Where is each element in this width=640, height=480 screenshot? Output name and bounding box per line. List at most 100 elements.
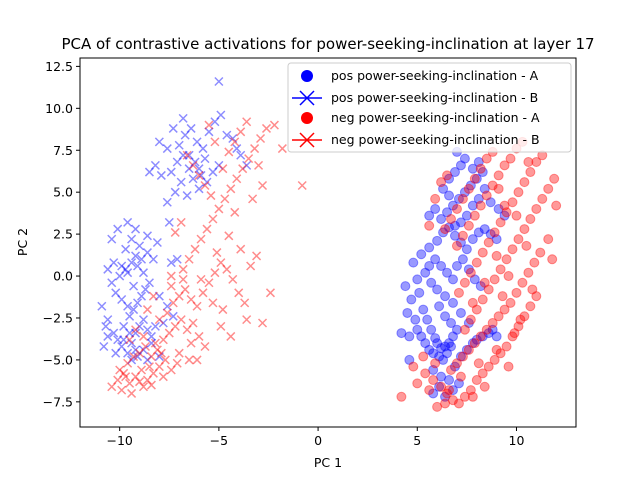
scatter-point bbox=[146, 352, 156, 362]
scatter-point bbox=[129, 281, 139, 291]
scatter-point bbox=[515, 314, 526, 325]
scatter-point bbox=[226, 331, 236, 341]
scatter-point bbox=[444, 190, 455, 201]
scatter-point bbox=[103, 264, 113, 274]
scatter-point bbox=[131, 224, 141, 234]
scatter-point bbox=[525, 167, 536, 178]
scatter-point bbox=[133, 298, 143, 308]
scatter-point bbox=[140, 341, 151, 352]
scatter-point bbox=[138, 331, 149, 341]
scatter-point bbox=[166, 258, 176, 268]
y-tick-label: 10.0 bbox=[45, 101, 73, 116]
scatter-point bbox=[537, 193, 548, 204]
scatter-point bbox=[178, 274, 188, 284]
scatter-point bbox=[459, 277, 470, 288]
scatter-point bbox=[444, 385, 455, 396]
scatter-point bbox=[467, 297, 478, 308]
scatter-point bbox=[127, 355, 137, 365]
scatter-point bbox=[444, 375, 455, 386]
plot-frame bbox=[79, 57, 577, 428]
scatter-point bbox=[489, 354, 500, 365]
scatter-point bbox=[182, 325, 192, 335]
scatter-point bbox=[131, 372, 141, 382]
scatter-point bbox=[531, 203, 542, 214]
scatter-point bbox=[121, 372, 131, 382]
scatter-point bbox=[447, 297, 458, 308]
scatter-point bbox=[162, 197, 172, 207]
scatter-point bbox=[129, 305, 139, 315]
scatter-point bbox=[455, 217, 466, 228]
scatter-point bbox=[148, 368, 158, 378]
scatter-point bbox=[206, 191, 216, 201]
scatter-point bbox=[204, 120, 214, 130]
scatter-point bbox=[244, 154, 254, 164]
legend-marker-neg-a bbox=[301, 112, 313, 124]
scatter-point bbox=[254, 160, 264, 170]
scatter-point bbox=[150, 338, 160, 348]
scatter-point bbox=[240, 298, 250, 308]
scatter-point bbox=[174, 291, 184, 301]
scatter-point bbox=[242, 160, 252, 170]
scatter-point bbox=[449, 167, 460, 178]
scatter-point bbox=[442, 348, 453, 359]
scatter-point bbox=[475, 200, 486, 211]
scatter-point bbox=[442, 267, 453, 278]
scatter-point bbox=[479, 183, 490, 194]
scatter-point bbox=[475, 331, 486, 342]
scatter-point bbox=[230, 137, 240, 147]
scatter-point bbox=[489, 274, 500, 285]
scatter-point bbox=[142, 355, 152, 365]
scatter-point bbox=[481, 153, 492, 164]
scatter-point bbox=[216, 110, 226, 120]
y-tick-label: 5.0 bbox=[53, 185, 73, 200]
scatter-point bbox=[507, 331, 518, 342]
series-2 bbox=[396, 136, 562, 412]
scatter-point bbox=[449, 230, 460, 241]
scatter-point bbox=[477, 294, 488, 305]
scatter-point bbox=[485, 229, 496, 240]
scatter-point bbox=[134, 321, 145, 331]
scatter-point bbox=[499, 210, 510, 221]
scatter-point bbox=[131, 345, 141, 355]
scatter-point bbox=[196, 274, 206, 284]
scatter-point bbox=[436, 371, 447, 382]
scatter-point bbox=[144, 167, 154, 177]
scatter-point bbox=[174, 348, 184, 358]
scatter-point bbox=[164, 217, 174, 227]
scatter-point bbox=[170, 321, 180, 331]
scatter-point bbox=[420, 368, 431, 379]
scatter-point bbox=[142, 375, 152, 385]
scatter-point bbox=[420, 338, 431, 349]
scatter-point bbox=[499, 304, 510, 315]
scatter-point bbox=[123, 268, 133, 278]
scatter-point bbox=[505, 153, 516, 164]
scatter-point bbox=[438, 227, 449, 238]
scatter-point bbox=[446, 214, 457, 225]
scatter-point bbox=[224, 147, 234, 157]
scatter-point bbox=[190, 244, 200, 254]
scatter-point bbox=[503, 361, 514, 372]
scatter-point bbox=[101, 321, 111, 331]
scatter-point bbox=[408, 257, 419, 268]
scatter-point bbox=[182, 150, 192, 160]
legend: pos power-seeking-inclination - A pos po… bbox=[287, 62, 572, 153]
scatter-point bbox=[406, 294, 417, 305]
scatter-point bbox=[146, 380, 156, 390]
scatter-point bbox=[158, 372, 168, 382]
scatter-point bbox=[156, 170, 166, 180]
scatter-point bbox=[184, 164, 194, 174]
scatter-point bbox=[447, 200, 458, 211]
scatter-point bbox=[477, 368, 488, 379]
scatter-point bbox=[166, 167, 176, 177]
scatter-point bbox=[224, 231, 234, 241]
scatter-point bbox=[473, 358, 484, 369]
x-tick-label: −5 bbox=[210, 433, 228, 448]
scatter-point bbox=[214, 160, 224, 170]
scatter-point bbox=[495, 264, 506, 275]
scatter-point bbox=[154, 362, 164, 372]
scatter-point bbox=[501, 207, 512, 218]
scatter-point bbox=[426, 324, 437, 335]
scatter-point bbox=[117, 385, 127, 395]
scatter-point bbox=[146, 331, 156, 341]
scatter-point bbox=[477, 331, 488, 342]
